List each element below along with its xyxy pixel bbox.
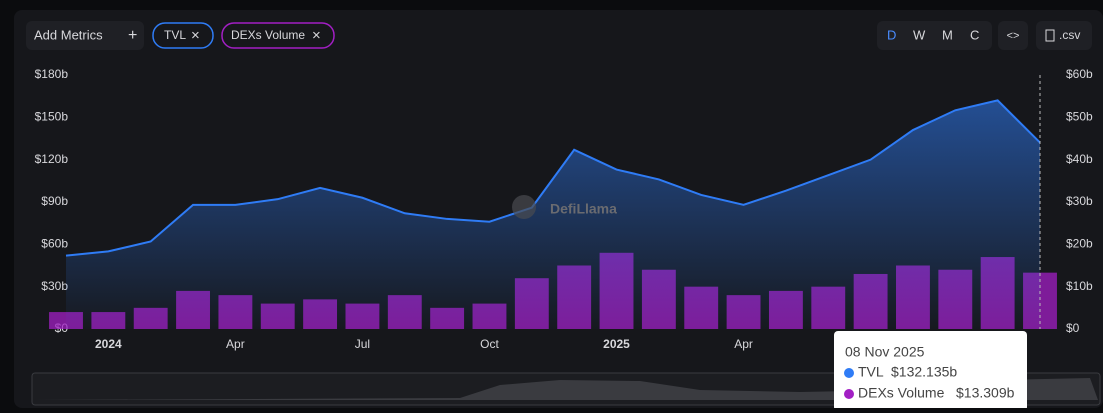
period-button[interactable]: C (970, 27, 979, 42)
embed-button[interactable] (998, 21, 1028, 50)
period-button[interactable]: D (887, 27, 896, 42)
y-tick-label: $30b (41, 279, 68, 293)
period-button[interactable]: M (942, 27, 953, 42)
y-tick-label: $150b (35, 110, 69, 124)
period-group (877, 21, 992, 50)
x-tick-label: Apr (226, 337, 245, 351)
tvl-chip[interactable] (152, 22, 214, 49)
x-tick-label: 2025 (603, 337, 630, 351)
x-tick-label: Apr (734, 337, 753, 351)
y2-tick-label: $60b (1066, 67, 1093, 81)
y2-tick-label: $50b (1066, 110, 1093, 124)
tooltip: 08 Nov 2025 TVL $132.135b DEXs Volume $1… (834, 331, 1027, 411)
y2-tick-label: $40b (1066, 152, 1093, 166)
x-tick-label: Jul (355, 337, 370, 351)
watermark: DefiLlama (550, 201, 617, 217)
y2-tick-label: $10b (1066, 279, 1093, 293)
tooltip-series: DEXs Volume (858, 385, 945, 401)
remove-icon[interactable]: × (191, 27, 200, 44)
tvl-chip-label: TVL (164, 28, 186, 42)
y2-tick-label: $30b (1066, 194, 1093, 208)
line (65, 99, 1041, 257)
y-tick-label: $180b (35, 67, 69, 81)
x-tick-label: 2024 (95, 337, 122, 351)
tooltip-swatch (844, 368, 854, 378)
plot-area: $0$30b$60b$90b$120b$150b$180b$0$10b$20b$… (35, 67, 1093, 351)
dex-chip-label: DEXs Volume (231, 28, 305, 42)
embed-label: <> (1007, 30, 1020, 42)
plus-icon: + (128, 27, 137, 44)
tooltip-date: 08 Nov 2025 (845, 344, 925, 360)
remove-icon[interactable]: × (312, 27, 321, 44)
dex-chip[interactable] (221, 22, 335, 49)
tooltip-value: $13.309b (956, 385, 1015, 401)
csv-button[interactable] (1036, 21, 1092, 50)
period-button[interactable]: W (913, 27, 926, 42)
tooltip-value: $132.135b (891, 364, 957, 380)
csv-label: .csv (1059, 28, 1080, 42)
y-tick-label: $60b (41, 237, 68, 251)
y-tick-label: $120b (35, 152, 69, 166)
y2-tick-label: $20b (1066, 237, 1093, 251)
tooltip-box (834, 331, 1027, 411)
csv-icon (1045, 29, 1055, 42)
tooltip-series: TVL (858, 364, 884, 380)
x-tick-label: Oct (480, 337, 499, 351)
y-tick-label: $90b (41, 194, 68, 208)
add-metrics-label: Add Metrics (34, 27, 103, 42)
y2-tick-label: $0 (1066, 321, 1080, 335)
add-metrics-button[interactable] (26, 21, 144, 50)
brush-preview (34, 378, 1098, 400)
tooltip-swatch (844, 389, 854, 399)
area (66, 100, 1040, 330)
watermark-logo (512, 195, 536, 219)
